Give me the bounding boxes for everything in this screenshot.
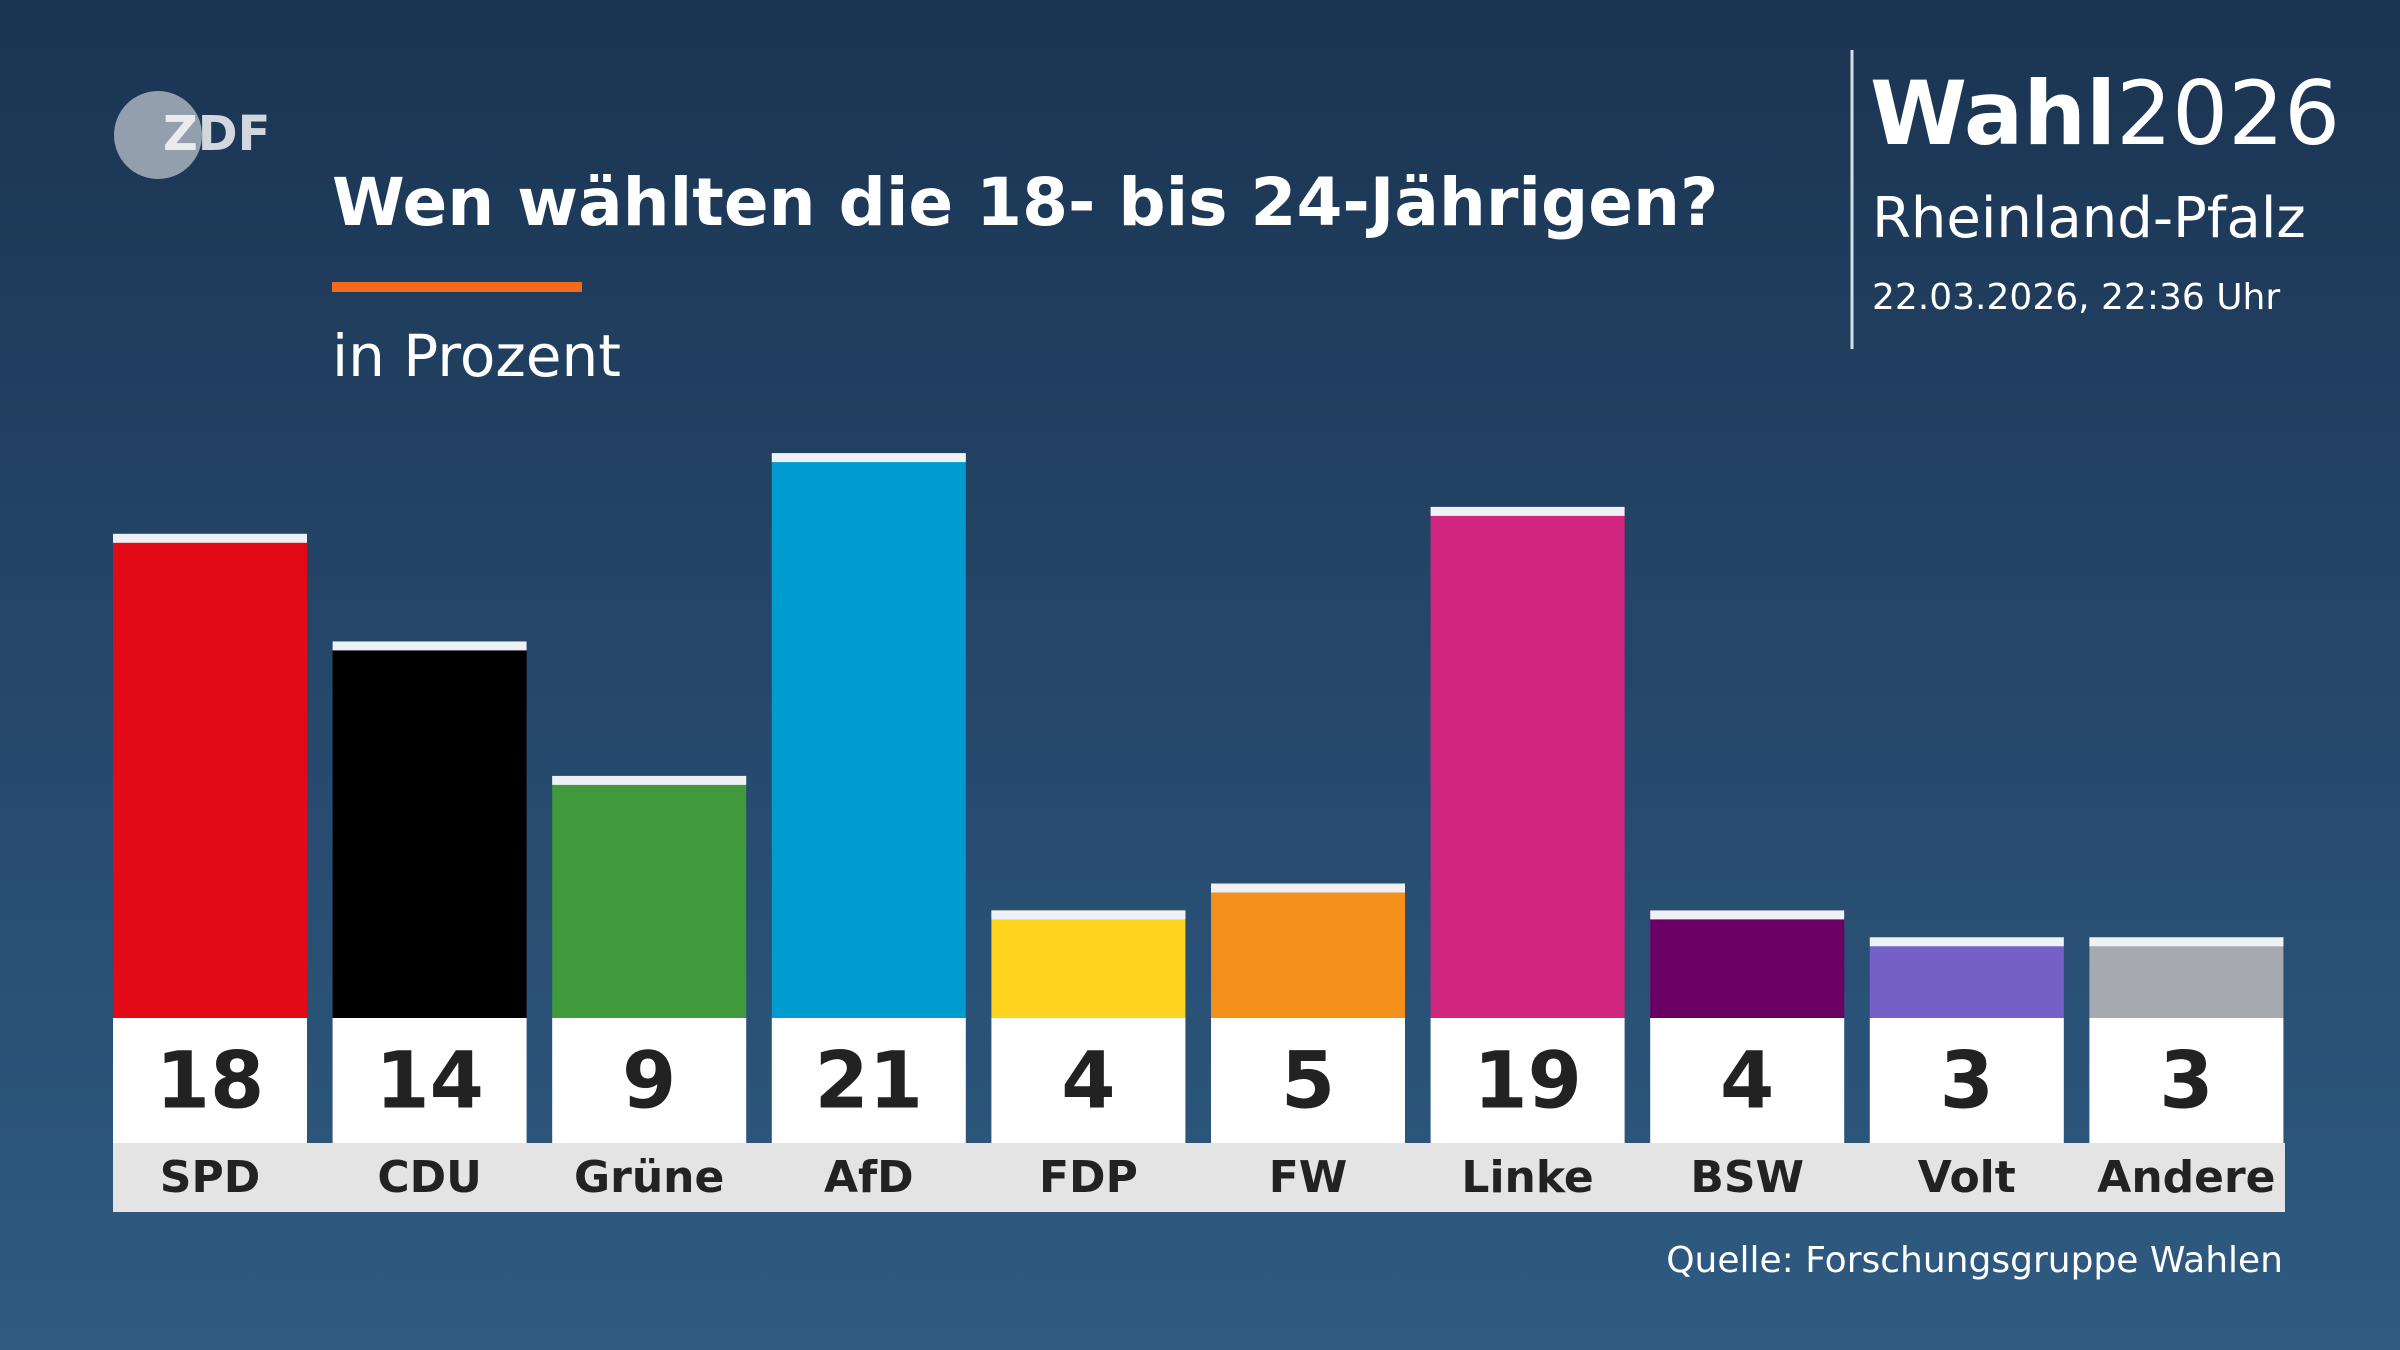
bar	[1430, 506, 1625, 1018]
chart-title: Wen wählten die 18- bis 24-Jährigen?	[332, 164, 1718, 241]
bar	[113, 533, 307, 1018]
timestamp: 22.03.2026, 22:36 Uhr	[1872, 277, 2280, 318]
value-box	[771, 1018, 966, 1143]
bar-cap	[113, 533, 307, 543]
value-label: 19	[1473, 1036, 1582, 1126]
value-label: 4	[1061, 1036, 1115, 1126]
bar	[1211, 883, 1405, 1018]
bar-cap	[1869, 937, 2064, 947]
value-label: 3	[2159, 1036, 2213, 1126]
bar-cap	[552, 775, 747, 785]
brand: Wahl	[1870, 62, 2116, 165]
value-box	[113, 1018, 307, 1143]
bar-cap	[1650, 910, 1845, 920]
value-label: 14	[375, 1036, 484, 1126]
value-label: 3	[1940, 1036, 1994, 1126]
bar-cap	[332, 641, 527, 651]
bar	[552, 775, 747, 1018]
bar-cap	[2089, 937, 2284, 947]
category-label: SPD	[160, 1152, 260, 1203]
value-box	[1211, 1018, 1405, 1143]
value-label: 21	[815, 1036, 924, 1126]
bar	[2089, 937, 2284, 1018]
brand-heading: Wahl2026	[1870, 62, 2340, 165]
value-box	[1869, 1018, 2064, 1143]
bar	[771, 453, 966, 1019]
category-label: CDU	[377, 1152, 482, 1203]
bar-cap	[771, 453, 966, 463]
bar	[1650, 910, 1845, 1018]
value-box	[991, 1018, 1186, 1143]
value-box	[552, 1018, 747, 1143]
logo: ZDF	[163, 106, 270, 162]
category-label: BSW	[1690, 1152, 1804, 1203]
value-box	[332, 1018, 527, 1143]
subtitle: in Prozent	[332, 322, 621, 390]
logo-circle	[114, 91, 202, 179]
value-box	[1430, 1018, 1625, 1143]
bar	[1869, 937, 2064, 1018]
category-label: FW	[1269, 1152, 1348, 1203]
year: 2026	[2116, 62, 2340, 165]
value-label: 9	[622, 1036, 676, 1126]
bar-cap	[1211, 883, 1405, 893]
category-label: FDP	[1039, 1152, 1138, 1203]
value-box	[1650, 1018, 1845, 1143]
value-label: 18	[156, 1036, 265, 1126]
category-label: Volt	[1918, 1152, 2016, 1203]
value-label: 4	[1720, 1036, 1774, 1126]
title-accent	[332, 282, 582, 292]
region: Rheinland-Pfalz	[1872, 186, 2306, 251]
category-label: AfD	[824, 1152, 914, 1203]
bar-cap	[991, 910, 1186, 920]
value-label: 5	[1281, 1036, 1335, 1126]
bar	[332, 641, 527, 1018]
bar	[991, 910, 1186, 1018]
category-label: Andere	[2097, 1152, 2275, 1203]
bar-cap	[1430, 506, 1625, 516]
category-label: Grüne	[574, 1152, 724, 1203]
category-label: Linke	[1461, 1152, 1593, 1203]
source: Quelle: Forschungsgruppe Wahlen	[1666, 1240, 2283, 1281]
value-box	[2089, 1018, 2284, 1143]
category-band	[113, 1143, 2285, 1212]
